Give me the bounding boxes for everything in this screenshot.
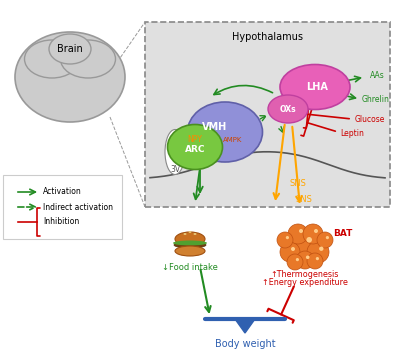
Text: AMPK: AMPK	[223, 137, 243, 143]
Text: Glucose: Glucose	[355, 114, 385, 124]
Ellipse shape	[268, 95, 308, 123]
Circle shape	[319, 246, 324, 251]
Text: ↑Thermogenesis: ↑Thermogenesis	[271, 270, 339, 279]
Text: SNS: SNS	[290, 180, 307, 189]
Circle shape	[277, 232, 293, 248]
Ellipse shape	[173, 240, 207, 245]
Text: Leptin: Leptin	[340, 130, 364, 138]
Text: Indirect activation: Indirect activation	[43, 202, 113, 212]
Text: Brain: Brain	[57, 44, 83, 54]
Ellipse shape	[175, 232, 205, 246]
Text: VMH: VMH	[202, 122, 228, 132]
Text: SNS: SNS	[295, 195, 312, 205]
Text: Hypothalamus: Hypothalamus	[232, 32, 303, 42]
Circle shape	[299, 229, 303, 233]
Circle shape	[288, 224, 308, 244]
Text: NPY: NPY	[188, 134, 202, 144]
Ellipse shape	[24, 40, 80, 78]
Circle shape	[286, 236, 289, 239]
Circle shape	[296, 258, 299, 261]
Ellipse shape	[49, 34, 91, 64]
Circle shape	[316, 257, 319, 260]
Circle shape	[291, 247, 295, 251]
Ellipse shape	[194, 233, 196, 235]
FancyBboxPatch shape	[3, 175, 122, 239]
Text: Inhibition: Inhibition	[43, 218, 79, 226]
Text: BAT: BAT	[333, 230, 352, 239]
Text: Body weight: Body weight	[215, 339, 275, 349]
Ellipse shape	[60, 40, 116, 78]
Ellipse shape	[174, 242, 206, 248]
Ellipse shape	[188, 231, 192, 233]
Circle shape	[326, 236, 329, 239]
Circle shape	[314, 229, 318, 233]
Polygon shape	[235, 319, 255, 333]
FancyBboxPatch shape	[145, 22, 390, 207]
Ellipse shape	[280, 64, 350, 109]
Text: ↓Food intake: ↓Food intake	[162, 263, 218, 272]
Circle shape	[287, 254, 303, 270]
Circle shape	[291, 230, 319, 258]
Text: Ghrelin: Ghrelin	[362, 94, 390, 103]
Ellipse shape	[165, 130, 185, 175]
Circle shape	[296, 251, 314, 269]
Text: LHA: LHA	[306, 82, 328, 92]
Ellipse shape	[168, 125, 222, 170]
Circle shape	[306, 237, 312, 243]
Circle shape	[280, 242, 300, 262]
Text: ↑Energy expenditure: ↑Energy expenditure	[262, 278, 348, 287]
Text: 3V: 3V	[170, 164, 180, 174]
Text: AAs: AAs	[370, 70, 385, 80]
Ellipse shape	[184, 233, 186, 235]
Ellipse shape	[175, 246, 205, 256]
Ellipse shape	[188, 102, 262, 162]
Circle shape	[303, 224, 323, 244]
Circle shape	[307, 253, 323, 269]
Text: ARC: ARC	[185, 145, 205, 155]
Ellipse shape	[15, 32, 125, 122]
Circle shape	[306, 256, 310, 259]
Circle shape	[317, 232, 333, 248]
Text: Activation: Activation	[43, 188, 82, 196]
Circle shape	[307, 241, 329, 263]
Text: OXs: OXs	[280, 105, 296, 113]
